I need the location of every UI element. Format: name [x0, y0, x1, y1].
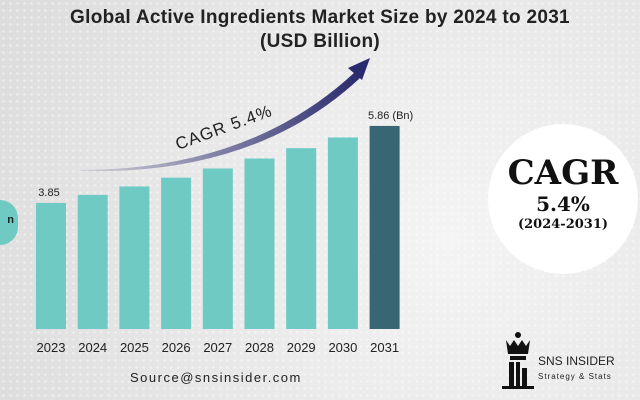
- x-tick-label: 2031: [370, 340, 399, 355]
- x-tick-label: 2029: [287, 340, 316, 355]
- title-line-1: Global Active Ingredients Market Size by…: [70, 7, 570, 28]
- cagr-badge-period: (2024-2031): [517, 217, 609, 232]
- bar-2030: [327, 137, 358, 329]
- bar-2027: [202, 168, 233, 329]
- x-tick-label: 2024: [78, 340, 107, 355]
- title-line-2: (USD Billion): [260, 31, 380, 52]
- chess-king-icon: [502, 332, 534, 389]
- data-label: 3.85: [38, 187, 59, 199]
- x-tick-label: 2023: [37, 340, 66, 355]
- cagr-badge-value: 5.4%: [536, 192, 590, 216]
- logo-name: SNS INSIDER: [538, 354, 615, 368]
- x-tick-label: 2025: [120, 340, 149, 355]
- x-tick-label: 2027: [203, 340, 232, 355]
- bar-2031: [369, 125, 400, 329]
- arrow-head-icon: [348, 58, 370, 80]
- cagr-arrow: [80, 72, 360, 172]
- bar-2028: [244, 158, 275, 329]
- source-text: Source@snsinsider.com: [130, 370, 302, 385]
- bar-2026: [161, 177, 192, 329]
- bar-2024: [77, 194, 108, 329]
- cagr-badge: CAGR 5.4% (2024-2031): [488, 124, 638, 274]
- sns-insider-logo: SNS INSIDER Strategy & Stats: [500, 330, 636, 392]
- x-tick-label: 2028: [245, 340, 274, 355]
- chart-title: Global Active Ingredients Market Size by…: [0, 6, 640, 54]
- logo-tagline: Strategy & Stats: [538, 372, 612, 381]
- data-label: 5.86 (Bn): [368, 110, 413, 122]
- bar-2023: [36, 202, 66, 329]
- x-tick-label: 2026: [162, 340, 191, 355]
- bar-2029: [286, 148, 317, 329]
- left-badge-text: n: [7, 214, 14, 226]
- cagr-badge-label: CAGR: [507, 153, 619, 193]
- x-tick-label: 2030: [328, 340, 357, 355]
- left-badge: n: [0, 200, 18, 245]
- bar-2025: [119, 186, 150, 329]
- cagr-annotation: CAGR 5.4%: [173, 101, 275, 154]
